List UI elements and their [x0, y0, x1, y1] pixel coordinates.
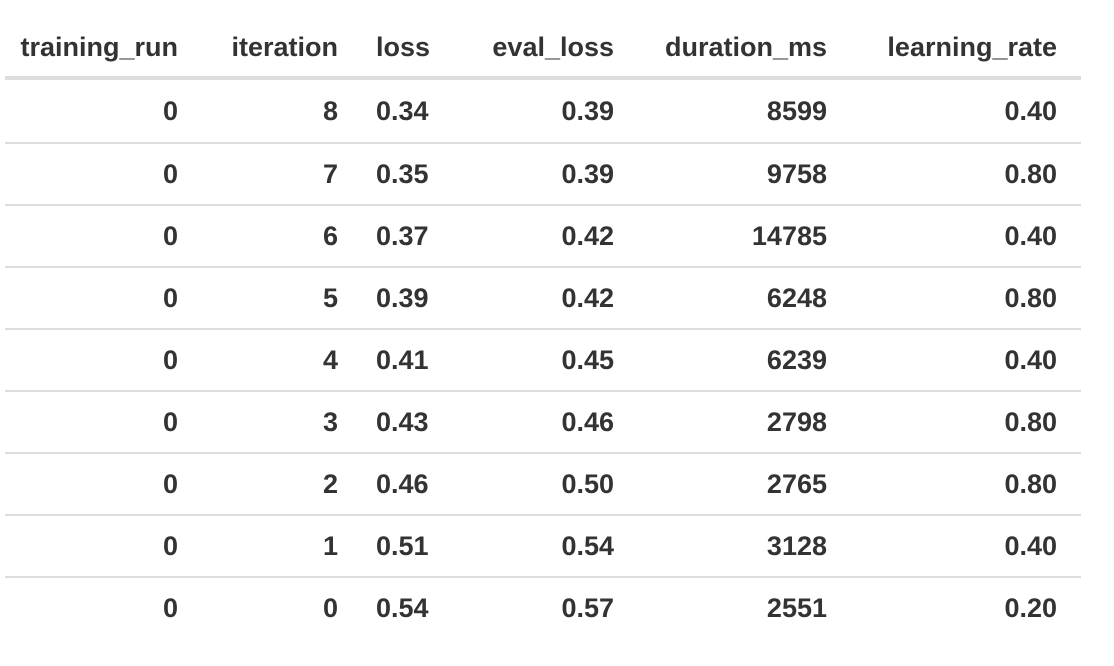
- cell-duration-ms: 3128: [638, 514, 851, 577]
- cell-iteration: 2: [202, 452, 362, 515]
- table-row: 0 0 0.54 0.57 2551 0.20: [5, 576, 1081, 638]
- cell-eval-loss: 0.54: [467, 514, 638, 577]
- cell-learning-rate: 0.40: [851, 204, 1081, 267]
- table-row: 0 6 0.37 0.42 14785 0.40: [5, 204, 1081, 267]
- cell-iteration: 5: [202, 266, 362, 329]
- cell-iteration: 4: [202, 328, 362, 391]
- cell-learning-rate: 0.80: [851, 390, 1081, 453]
- cell-eval-loss: 0.46: [467, 390, 638, 453]
- cell-iteration: 0: [202, 576, 362, 638]
- data-table-container: training_run iteration loss eval_loss du…: [5, 18, 1081, 638]
- cell-eval-loss: 0.39: [467, 142, 638, 205]
- cell-duration-ms: 2765: [638, 452, 851, 515]
- table-row: 0 1 0.51 0.54 3128 0.40: [5, 514, 1081, 577]
- column-header-learning-rate: learning_rate: [851, 18, 1081, 80]
- cell-learning-rate: 0.40: [851, 514, 1081, 577]
- cell-learning-rate: 0.40: [851, 328, 1081, 391]
- cell-training-run: 0: [5, 452, 202, 515]
- cell-loss: 0.39: [362, 266, 467, 329]
- training-metrics-table: training_run iteration loss eval_loss du…: [5, 18, 1081, 638]
- table-row: 0 7 0.35 0.39 9758 0.80: [5, 142, 1081, 205]
- cell-eval-loss: 0.45: [467, 328, 638, 391]
- cell-training-run: 0: [5, 390, 202, 453]
- cell-training-run: 0: [162, 95, 178, 126]
- cell-eval-loss: 0.39: [561, 95, 614, 126]
- cell-loss: 0.43: [362, 390, 467, 453]
- cell-training-run: 0: [5, 204, 202, 267]
- cell-duration-ms: 6239: [638, 328, 851, 391]
- column-header-iteration: iteration: [202, 18, 362, 80]
- cell-iteration: 8: [322, 95, 338, 126]
- cell-duration-ms: 8599: [766, 95, 827, 126]
- cell-duration-ms: 14785: [638, 204, 851, 267]
- cell-iteration: 7: [202, 142, 362, 205]
- cell-learning-rate: 0.80: [851, 266, 1081, 329]
- cell-iteration: 3: [202, 390, 362, 453]
- column-header-duration-ms: duration_ms: [638, 18, 851, 80]
- cell-training-run: 0: [5, 266, 202, 329]
- table-row: 0 3 0.43 0.46 2798 0.80: [5, 390, 1081, 453]
- cell-learning-rate: 0.20: [851, 576, 1081, 638]
- cell-loss: 0.54: [362, 576, 467, 638]
- column-header-training-run: training_run: [5, 18, 202, 80]
- cell-loss: 0.41: [362, 328, 467, 391]
- cell-loss: 0.51: [362, 514, 467, 577]
- table-row: 0 8 0.34 0.39 8599 0.40: [5, 78, 1081, 143]
- cell-iteration: 6: [202, 204, 362, 267]
- cell-eval-loss: 0.42: [467, 204, 638, 267]
- cell-eval-loss: 0.57: [467, 576, 638, 638]
- cell-iteration: 1: [202, 514, 362, 577]
- cell-training-run: 0: [5, 142, 202, 205]
- column-header-loss: loss: [362, 18, 467, 80]
- cell-loss: 0.37: [362, 204, 467, 267]
- cell-duration-ms: 6248: [638, 266, 851, 329]
- cell-eval-loss: 0.42: [467, 266, 638, 329]
- cell-training-run: 0: [5, 328, 202, 391]
- table-row: 0 5 0.39 0.42 6248 0.80: [5, 266, 1081, 329]
- cell-loss: 0.34: [376, 95, 429, 126]
- table-row: 0 2 0.46 0.50 2765 0.80: [5, 452, 1081, 515]
- table-header: training_run iteration loss eval_loss du…: [5, 18, 1081, 80]
- table-body: 0 8 0.34 0.39 8599 0.40 0 7 0.35 0.39 9758 0.80 0 6 0.…: [5, 78, 1081, 638]
- cell-learning-rate: 0.80: [851, 452, 1081, 515]
- cell-duration-ms: 9758: [638, 142, 851, 205]
- column-header-eval-loss: eval_loss: [467, 18, 638, 80]
- cell-loss: 0.35: [362, 142, 467, 205]
- cell-eval-loss: 0.50: [467, 452, 638, 515]
- cell-training-run: 0: [5, 576, 202, 638]
- cell-training-run: 0: [5, 514, 202, 577]
- cell-learning-rate: 0.80: [851, 142, 1081, 205]
- cell-duration-ms: 2551: [638, 576, 851, 638]
- cell-loss: 0.46: [362, 452, 467, 515]
- table-row: 0 4 0.41 0.45 6239 0.40: [5, 328, 1081, 391]
- cell-learning-rate: 0.40: [1004, 95, 1057, 126]
- header-row: training_run iteration loss eval_loss du…: [5, 18, 1081, 80]
- cell-duration-ms: 2798: [638, 390, 851, 453]
